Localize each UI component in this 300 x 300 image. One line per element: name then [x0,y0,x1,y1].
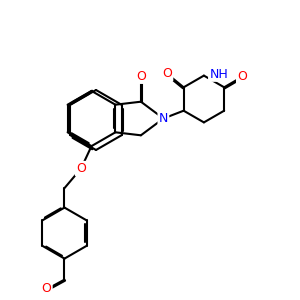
Text: O: O [76,162,86,175]
Text: O: O [162,67,172,80]
Text: O: O [237,70,247,83]
Text: NH: NH [209,68,228,81]
Text: N: N [159,112,168,125]
Text: O: O [42,282,51,295]
Text: O: O [136,70,146,83]
